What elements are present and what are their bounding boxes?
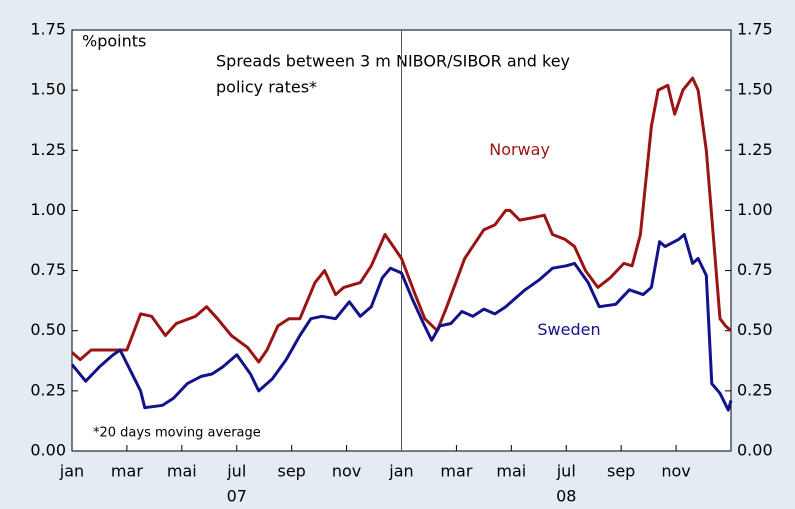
y2-tick-label: 0.25 [737, 380, 773, 399]
x-tick-label: jan [388, 462, 413, 481]
y-tick-label: 0.25 [30, 380, 66, 399]
year-label: 07 [227, 487, 247, 506]
y2-tick-label: 1.50 [737, 80, 773, 99]
series-line [70, 233, 733, 412]
x-tick-label: sep [607, 462, 635, 481]
y-tick-label: 1.75 [30, 20, 66, 39]
x-tick-label: jul [226, 462, 246, 481]
y-tick-label: 1.00 [30, 200, 66, 219]
x-tick-label: nov [661, 462, 690, 481]
series-label: Norway [489, 140, 550, 159]
y2-tick-label: 0.75 [737, 260, 773, 279]
x-tick-label: mar [111, 462, 143, 481]
x-tick-label: mai [167, 462, 197, 481]
series-label: Sweden [537, 320, 600, 339]
y2-tick-label: 1.25 [737, 140, 773, 159]
y-tick-label: 0.50 [30, 320, 66, 339]
y2-tick-label: 1.75 [737, 20, 773, 39]
y2-tick-label: 0.00 [737, 441, 773, 460]
y-tick-label: 1.50 [30, 80, 66, 99]
y-tick-label: 1.25 [30, 140, 66, 159]
year-label: 08 [556, 487, 576, 506]
y-tick-label: 0.00 [30, 441, 66, 460]
y2-tick-label: 0.50 [737, 320, 773, 339]
y-axis-label: %points [82, 32, 146, 51]
x-tick-label: jan [59, 462, 84, 481]
annotation: policy rates* [216, 78, 317, 97]
x-tick-label: mar [440, 462, 472, 481]
x-tick-label: jul [556, 462, 576, 481]
y-tick-label: 0.75 [30, 260, 66, 279]
x-tick-label: mai [496, 462, 526, 481]
x-tick-label: sep [277, 462, 305, 481]
y2-tick-label: 1.00 [737, 200, 773, 219]
footnote: *20 days moving average [93, 426, 261, 441]
x-tick-label: nov [332, 462, 361, 481]
annotation: Spreads between 3 m NIBOR/SIBOR and key [216, 52, 570, 71]
